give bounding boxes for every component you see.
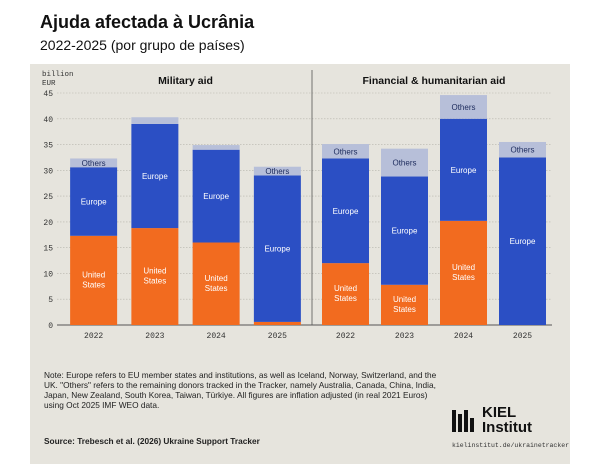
bar-segment bbox=[70, 235, 118, 325]
segment-label: States bbox=[144, 277, 167, 286]
y-unit-label-line-2: EUR bbox=[42, 80, 56, 88]
segment-label: Others bbox=[265, 167, 289, 176]
bar-segment bbox=[253, 321, 301, 325]
bar-segment bbox=[440, 220, 487, 325]
segment-label: Others bbox=[82, 159, 106, 168]
panel-title: Financial & humanitarian aid bbox=[363, 75, 506, 87]
y-tick-label: 20 bbox=[43, 219, 53, 228]
bar-segment bbox=[499, 141, 546, 158]
panel-title: Military aid bbox=[158, 75, 213, 87]
y-tick-label: 30 bbox=[43, 167, 53, 176]
segment-label: Europe bbox=[510, 237, 536, 246]
y-tick-label: 10 bbox=[43, 270, 53, 279]
segment-label: States bbox=[205, 284, 228, 293]
logo-line-2: Institut bbox=[482, 419, 532, 436]
segment-label: Europe bbox=[451, 166, 477, 175]
x-tick-label: 2023 bbox=[145, 332, 164, 341]
y-tick-label: 15 bbox=[43, 245, 53, 254]
segment-label: Europe bbox=[142, 172, 168, 181]
segment-label: States bbox=[393, 305, 416, 314]
chart-subtitle: 2022-2025 (por grupo de países) bbox=[40, 37, 245, 53]
segment-label: United bbox=[334, 284, 357, 293]
logo-url: kielinstitut.de/ukrainetracker bbox=[452, 442, 570, 449]
bar-segment bbox=[381, 284, 428, 325]
segment-label: United bbox=[205, 274, 228, 283]
x-tick-label: 2025 bbox=[513, 332, 532, 341]
y-tick-label: 25 bbox=[43, 193, 53, 202]
segment-label: Europe bbox=[333, 207, 359, 216]
bar-segment bbox=[322, 158, 369, 264]
bar-segment bbox=[253, 175, 301, 322]
bar-segment bbox=[440, 95, 487, 119]
bar-segment bbox=[192, 145, 240, 150]
bar-segment bbox=[440, 118, 487, 221]
y-tick-label: 40 bbox=[43, 116, 53, 125]
y-tick-label: 45 bbox=[43, 90, 53, 99]
bar-segment bbox=[381, 148, 428, 177]
x-tick-label: 2022 bbox=[84, 332, 103, 341]
segment-label: States bbox=[452, 273, 475, 282]
segment-label: Others bbox=[392, 159, 416, 168]
segment-label: Europe bbox=[81, 198, 107, 207]
segment-label: Europe bbox=[392, 227, 418, 236]
x-tick-label: 2024 bbox=[207, 332, 226, 341]
header: Ajuda afectada à Ucrânia 2022-2025 (por … bbox=[0, 0, 600, 64]
bar-segment bbox=[131, 228, 179, 325]
segment-label: United bbox=[452, 263, 475, 272]
logo-wordmark: KIEL Institut bbox=[482, 405, 532, 435]
logo-line-1: KIEL bbox=[482, 404, 517, 421]
segment-label: States bbox=[82, 280, 105, 289]
bar-segment bbox=[131, 123, 179, 229]
kiel-logo-icon bbox=[452, 410, 474, 432]
bar-segment bbox=[322, 144, 369, 159]
segment-label: Others bbox=[510, 146, 534, 155]
y-tick-label: 5 bbox=[48, 296, 53, 305]
segment-label: Europe bbox=[203, 192, 229, 201]
bar-segment bbox=[322, 263, 369, 325]
segment-label: Others bbox=[451, 103, 475, 112]
bar-segment bbox=[192, 149, 240, 243]
chart-title: Ajuda afectada à Ucrânia bbox=[40, 12, 255, 32]
x-tick-label: 2025 bbox=[268, 332, 287, 341]
segment-label: Others bbox=[333, 147, 357, 156]
bar-segment bbox=[70, 167, 118, 236]
bar-segment bbox=[381, 176, 428, 285]
segment-label: United bbox=[143, 267, 166, 276]
x-tick-label: 2023 bbox=[395, 332, 414, 341]
chart-source: Source: Trebesch et al. (2026) Ukraine S… bbox=[44, 436, 260, 446]
x-tick-label: 2024 bbox=[454, 332, 473, 341]
segment-label: United bbox=[82, 270, 105, 279]
y-tick-label: 0 bbox=[48, 322, 53, 331]
kiel-institut-logo: KIEL Institut bbox=[452, 405, 572, 441]
x-tick-label: 2022 bbox=[336, 332, 355, 341]
y-unit-label-line-1: billion bbox=[42, 71, 74, 79]
bar-segment bbox=[70, 158, 118, 168]
segment-label: United bbox=[393, 295, 416, 304]
bar-segment bbox=[253, 166, 301, 176]
bar-segment bbox=[131, 117, 179, 124]
y-tick-label: 35 bbox=[43, 142, 53, 151]
bar-segment bbox=[499, 157, 546, 325]
segment-label: States bbox=[334, 294, 357, 303]
chart-note: Note: Europe refers to EU member states … bbox=[44, 370, 437, 410]
bar-segment bbox=[192, 242, 240, 325]
segment-label: Europe bbox=[264, 245, 290, 254]
